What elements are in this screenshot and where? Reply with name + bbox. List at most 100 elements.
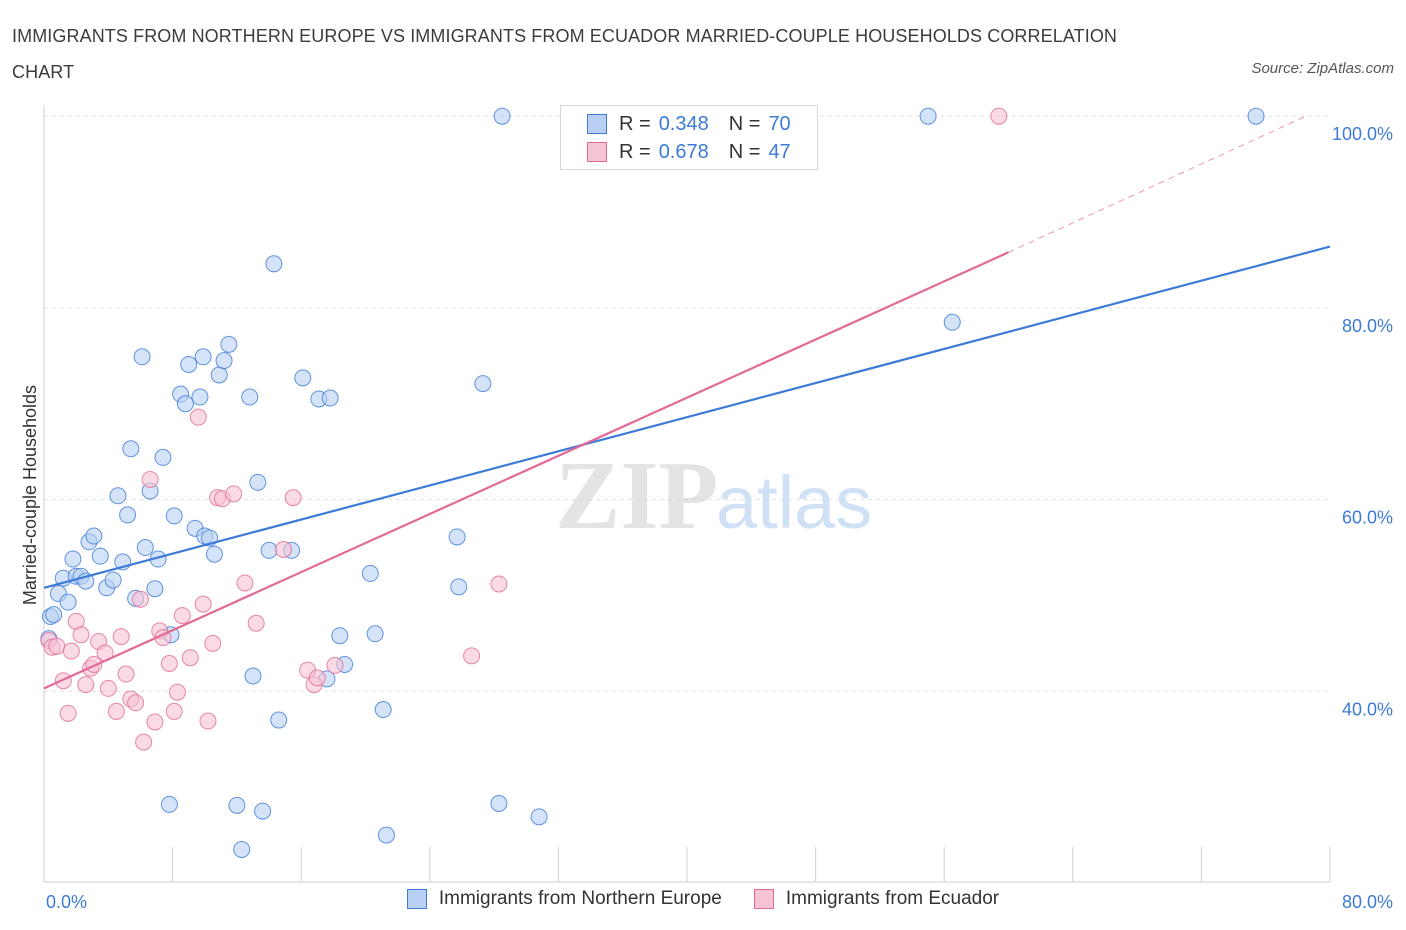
point-ecuador [463,647,481,665]
point-ecuador [48,637,66,655]
point-ecuador [141,470,159,488]
legend-row-ecuador: R = 0.678 N = 47 [587,138,791,166]
legend-n-label: N = [728,140,761,163]
point-ecuador [107,702,125,720]
point-northern-europe [1247,107,1265,125]
legend-r-label: R = [619,140,651,163]
x-tick-label: 0.0% [46,892,87,912]
trendlines [43,115,1331,690]
point-northern-europe [146,580,164,598]
point-ecuador [131,590,149,608]
point-ecuador [146,713,164,731]
bottom-legend-item-ecuador: Immigrants from Ecuador [753,888,1000,910]
point-ecuador [168,683,186,701]
bottom-legend-swatch-blue [406,889,427,909]
point-northern-europe [194,348,212,366]
point-northern-europe [490,794,508,812]
bottom-legend-label: Immigrants from Ecuador [785,888,1000,909]
axes [43,105,1331,883]
point-ecuador [117,665,135,683]
point-northern-europe [160,795,178,813]
point-ecuador [135,733,153,751]
point-northern-europe [64,550,82,568]
point-ecuador [275,540,293,558]
point-northern-europe [210,366,228,384]
point-northern-europe [228,796,246,814]
point-ecuador [490,575,508,593]
point-northern-europe [241,388,259,406]
legend-r-value: 0.678 [658,140,709,163]
point-northern-europe [331,627,349,645]
point-northern-europe [530,808,548,826]
point-northern-europe [91,547,109,565]
point-northern-europe [119,506,137,524]
trendline-ecuador-extension [1008,115,1307,253]
point-northern-europe [260,541,278,559]
point-ecuador [225,485,243,503]
point-northern-europe [180,355,198,373]
point-northern-europe [109,487,127,505]
watermark-atlas: atlas [716,461,872,544]
point-ecuador [204,634,222,652]
point-ecuador [72,626,90,644]
point-ecuador [181,649,199,667]
y-tick-label: 60.0% [1342,508,1393,528]
point-ecuador [160,655,178,673]
point-northern-europe [919,107,937,125]
point-ecuador [112,628,130,646]
point-northern-europe [249,473,267,491]
source-label: Source: ZipAtlas.com [1251,60,1394,77]
bottom-legend-swatch-pink [753,889,774,909]
chart-title: IMMIGRANTS FROM NORTHERN EUROPE VS IMMIG… [12,26,1118,82]
point-ecuador [173,607,191,625]
point-ecuador [247,614,265,632]
point-northern-europe [321,389,339,407]
point-ecuador [77,676,95,694]
point-northern-europe [122,440,140,458]
trendline-ecuador [43,251,1009,690]
point-northern-europe [215,352,233,370]
point-northern-europe [450,578,468,596]
point-northern-europe [943,313,961,331]
bottom-legend: Immigrants from Northern Europe Immigran… [0,888,1406,910]
legend-n-value: 70 [768,112,791,135]
point-northern-europe [45,606,63,624]
point-ecuador [62,642,80,660]
point-northern-europe [493,107,511,125]
point-northern-europe [244,667,262,685]
grid-lines [44,115,1330,692]
point-northern-europe [265,255,283,273]
point-ecuador [59,704,77,722]
point-northern-europe [374,701,392,719]
point-northern-europe [85,527,103,545]
point-northern-europe [220,335,238,353]
point-ecuador [308,669,326,687]
legend-row-northern-europe: R = 0.348 N = 70 [587,110,791,138]
legend-box: R = 0.348 N = 70 R = 0.678 N = 47 [560,105,818,170]
data-points [40,107,1265,858]
point-northern-europe [59,593,77,611]
point-ecuador [990,107,1008,125]
point-northern-europe [361,564,379,582]
y-tick-label: 40.0% [1342,699,1393,719]
point-northern-europe [233,840,251,858]
point-northern-europe [104,571,122,589]
point-ecuador [99,679,117,697]
point-northern-europe [136,539,154,557]
y-tick-label: 100.0% [1332,124,1393,144]
point-northern-europe [165,507,183,525]
point-northern-europe [474,375,492,393]
point-ecuador [326,656,344,674]
point-northern-europe [254,802,272,820]
point-ecuador [127,694,145,712]
point-northern-europe [448,528,466,546]
point-northern-europe [366,625,384,643]
point-ecuador [284,489,302,507]
legend-n-label: N = [728,112,761,135]
watermark-zip: ZIP [555,442,718,550]
legend-swatch-pink [587,142,607,162]
point-ecuador [194,595,212,613]
y-axis-label: Married-couple Households [20,385,40,605]
point-ecuador [189,408,207,426]
